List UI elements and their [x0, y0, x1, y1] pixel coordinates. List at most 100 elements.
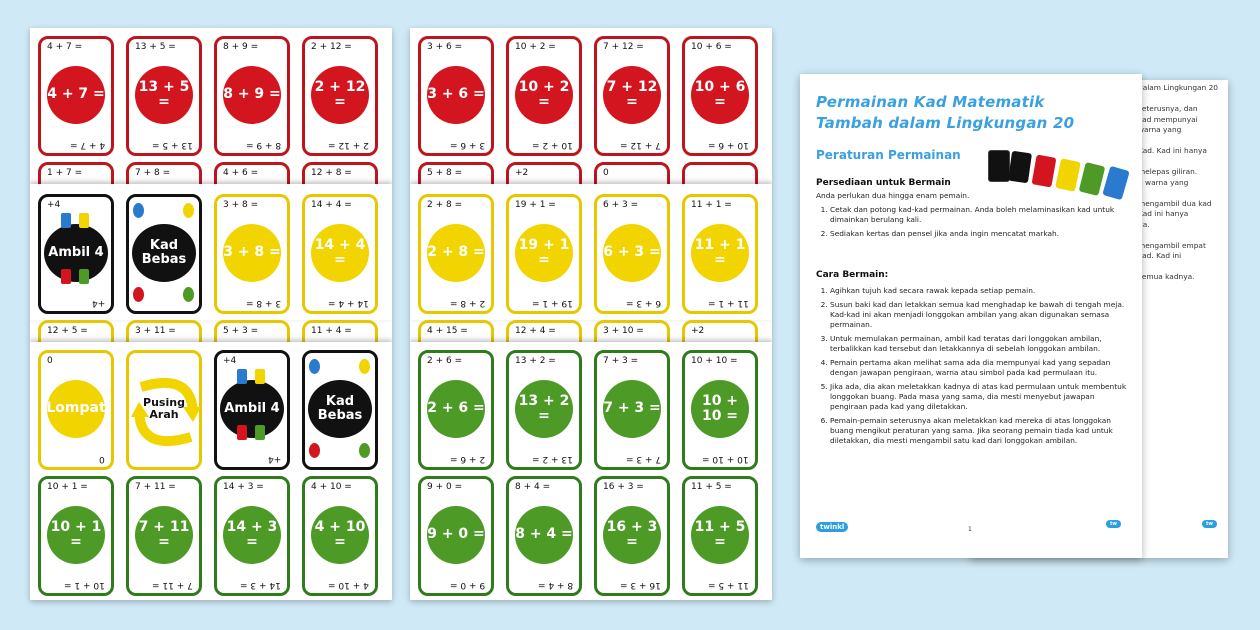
card-top-label: 4 + 15 =	[427, 326, 468, 336]
color-square	[255, 425, 265, 440]
game-card: Kad Bebas	[302, 350, 378, 470]
back-page-logo: tw	[1202, 520, 1218, 528]
card-top-label: 9 + 0 =	[427, 482, 463, 492]
reverse-arrows-icon	[131, 378, 201, 446]
card-top-label: 13 + 5 =	[135, 42, 176, 52]
card-sheet-1: 4 + 7 = 4 + 7 = 4 + 7 = 13 + 5 = 13 + 5 = 13 …	[30, 28, 392, 600]
card-middle-label: 10 + 6 =	[694, 78, 746, 110]
color-square	[237, 369, 247, 384]
card-top-label: 12 + 5 =	[47, 326, 88, 336]
card-oval: 11 + 1 =	[691, 224, 749, 282]
setup-list: Cetak dan potong kad-kad permainan. Anda…	[816, 205, 1136, 239]
card-bottom-label: 7 + 11 =	[152, 580, 193, 590]
card-oval: Ambil 4	[220, 380, 284, 438]
game-card: +4 +4 Ambil 4	[38, 194, 114, 314]
card-top-label: 12 + 4 =	[515, 326, 556, 336]
card-top-label: 19 + 1 =	[515, 200, 556, 210]
card-middle-label: 19 + 1 =	[518, 236, 570, 268]
color-square	[237, 425, 247, 440]
card-middle-label: 8 + 4 =	[515, 526, 573, 543]
card-middle-label: 7 + 3 =	[603, 400, 661, 417]
game-card: 6 + 3 = 6 + 3 = 6 + 3 =	[594, 194, 670, 314]
game-card: 2 + 12 = 2 + 12 = 2 + 12 =	[302, 36, 378, 156]
card-bottom-label: 14 + 3 =	[240, 580, 281, 590]
card-top-label: 5 + 8 =	[427, 168, 463, 178]
color-square	[61, 213, 71, 228]
game-card: 19 + 1 = 19 + 1 = 19 + 1 =	[506, 194, 582, 314]
document-subtitle: Peraturan Permainan	[816, 148, 961, 162]
card-top-label: 2 + 8 =	[427, 200, 463, 210]
game-card: Kad Bebas	[126, 194, 202, 314]
setup-intro: Anda perlukan dua hingga enam pemain.	[816, 191, 970, 200]
card-bottom-label: 4 + 7 =	[69, 140, 105, 150]
game-card: 4 + 10 = 4 + 10 = 4 + 10 =	[302, 476, 378, 596]
document-title: Permainan Kad Matematik Tambah dalam Lin…	[816, 93, 1075, 132]
card-oval: 2 + 8 =	[427, 224, 485, 282]
card-preview-image	[988, 150, 1136, 201]
card-oval: 4 + 7 =	[47, 66, 105, 124]
card-top-label: 0	[47, 356, 53, 366]
card-oval: 13 + 2 =	[515, 380, 573, 438]
card-oval: 8 + 4 =	[515, 506, 573, 564]
color-dot	[183, 203, 194, 218]
color-square	[79, 213, 89, 228]
card-top-label: 4 + 6 =	[223, 168, 259, 178]
game-card: 10 + 1 = 10 + 1 = 10 + 1 =	[38, 476, 114, 596]
card-bottom-label: 2 + 6 =	[449, 454, 485, 464]
card-oval: 11 + 5 =	[691, 506, 749, 564]
green-card-panel: 2 + 6 = 2 + 6 = 2 + 6 = 13 + 2 = 13 + 2 = 13 …	[410, 342, 772, 600]
card-oval: 4 + 10 =	[311, 506, 369, 564]
game-card: 2 + 6 = 2 + 6 = 2 + 6 =	[418, 350, 494, 470]
card-top-label: 10 + 10 =	[691, 356, 738, 366]
back-page-line: da.	[1138, 219, 1150, 229]
back-page-line: warna yang	[1138, 125, 1182, 134]
game-card: 3 + 8 = 3 + 8 = 3 + 8 =	[214, 194, 290, 314]
yellow-card-panel: 2 + 8 = 2 + 8 = 2 + 8 = 19 + 1 = 19 + 1 = 19 …	[410, 184, 772, 320]
color-dot	[133, 203, 144, 218]
card-oval: Ambil 4	[44, 224, 108, 282]
card-top-label: 13 + 2 =	[515, 356, 556, 366]
color-dot	[309, 443, 320, 458]
card-oval: 19 + 1 =	[515, 224, 573, 282]
card-middle-label: 7 + 12 =	[606, 78, 658, 110]
game-card: 10 + 6 = 10 + 6 = 10 + 6 =	[682, 36, 758, 156]
game-card: 14 + 4 = 14 + 4 = 14 + 4 =	[302, 194, 378, 314]
game-card: 16 + 3 = 16 + 3 = 16 + 3 =	[594, 476, 670, 596]
back-page-line: melepas giliran.	[1138, 167, 1198, 176]
rules-page: Permainan Kad Matematik Tambah dalam Lin…	[800, 74, 1142, 558]
card-bottom-label: 10 + 1 =	[64, 580, 105, 590]
card-top-label: 11 + 4 =	[311, 326, 352, 336]
game-card: 0 0 Lompat	[38, 350, 114, 470]
card-top-label: 14 + 3 =	[223, 482, 264, 492]
section-setup: Persediaan untuk Bermain Anda perlukan d…	[816, 178, 1136, 243]
card-top-label: 10 + 2 =	[515, 42, 556, 52]
back-page-line: n warna yang	[1138, 177, 1189, 187]
card-oval: 10 + 2 =	[515, 66, 573, 124]
card-middle-label: 14 + 4 =	[314, 236, 366, 268]
card-top-label: 8 + 4 =	[515, 482, 551, 492]
card-middle-label: 11 + 1 =	[694, 236, 746, 268]
card-sheet-2: 3 + 6 = 3 + 6 = 3 + 6 = 10 + 2 = 10 + 2 = 10 …	[410, 28, 772, 600]
card-top-label: 4 + 10 =	[311, 482, 352, 492]
card-bottom-label: 14 + 4 =	[328, 298, 369, 308]
card-bottom-label: 3 + 6 =	[449, 140, 485, 150]
color-square	[61, 269, 71, 284]
list-item: Sediakan kertas dan pensel jika anda ing…	[830, 229, 1136, 239]
card-middle-label: Pusing Arah	[143, 396, 185, 421]
card-middle-label: 13 + 2 =	[518, 392, 570, 424]
card-middle-label: 2 + 8 =	[427, 244, 485, 261]
card-top-label: 2 + 12 =	[311, 42, 352, 52]
game-card: Pusing Arah	[126, 350, 202, 470]
card-bottom-label: 7 + 3 =	[625, 454, 661, 464]
card-bottom-label: 8 + 9 =	[245, 140, 281, 150]
card-bottom-label: 10 + 2 =	[532, 140, 573, 150]
color-dot	[359, 443, 370, 458]
card-oval: 9 + 0 =	[427, 506, 485, 564]
card-top-label: 0	[603, 168, 609, 178]
card-oval: 7 + 12 =	[603, 66, 661, 124]
card-bottom-label: 7 + 12 =	[620, 140, 661, 150]
color-square	[79, 269, 89, 284]
list-item: Cetak dan potong kad-kad permainan. Anda…	[830, 205, 1136, 225]
color-dot	[183, 287, 194, 302]
list-item: Susun baki kad dan letakkan semua kad me…	[830, 300, 1128, 330]
